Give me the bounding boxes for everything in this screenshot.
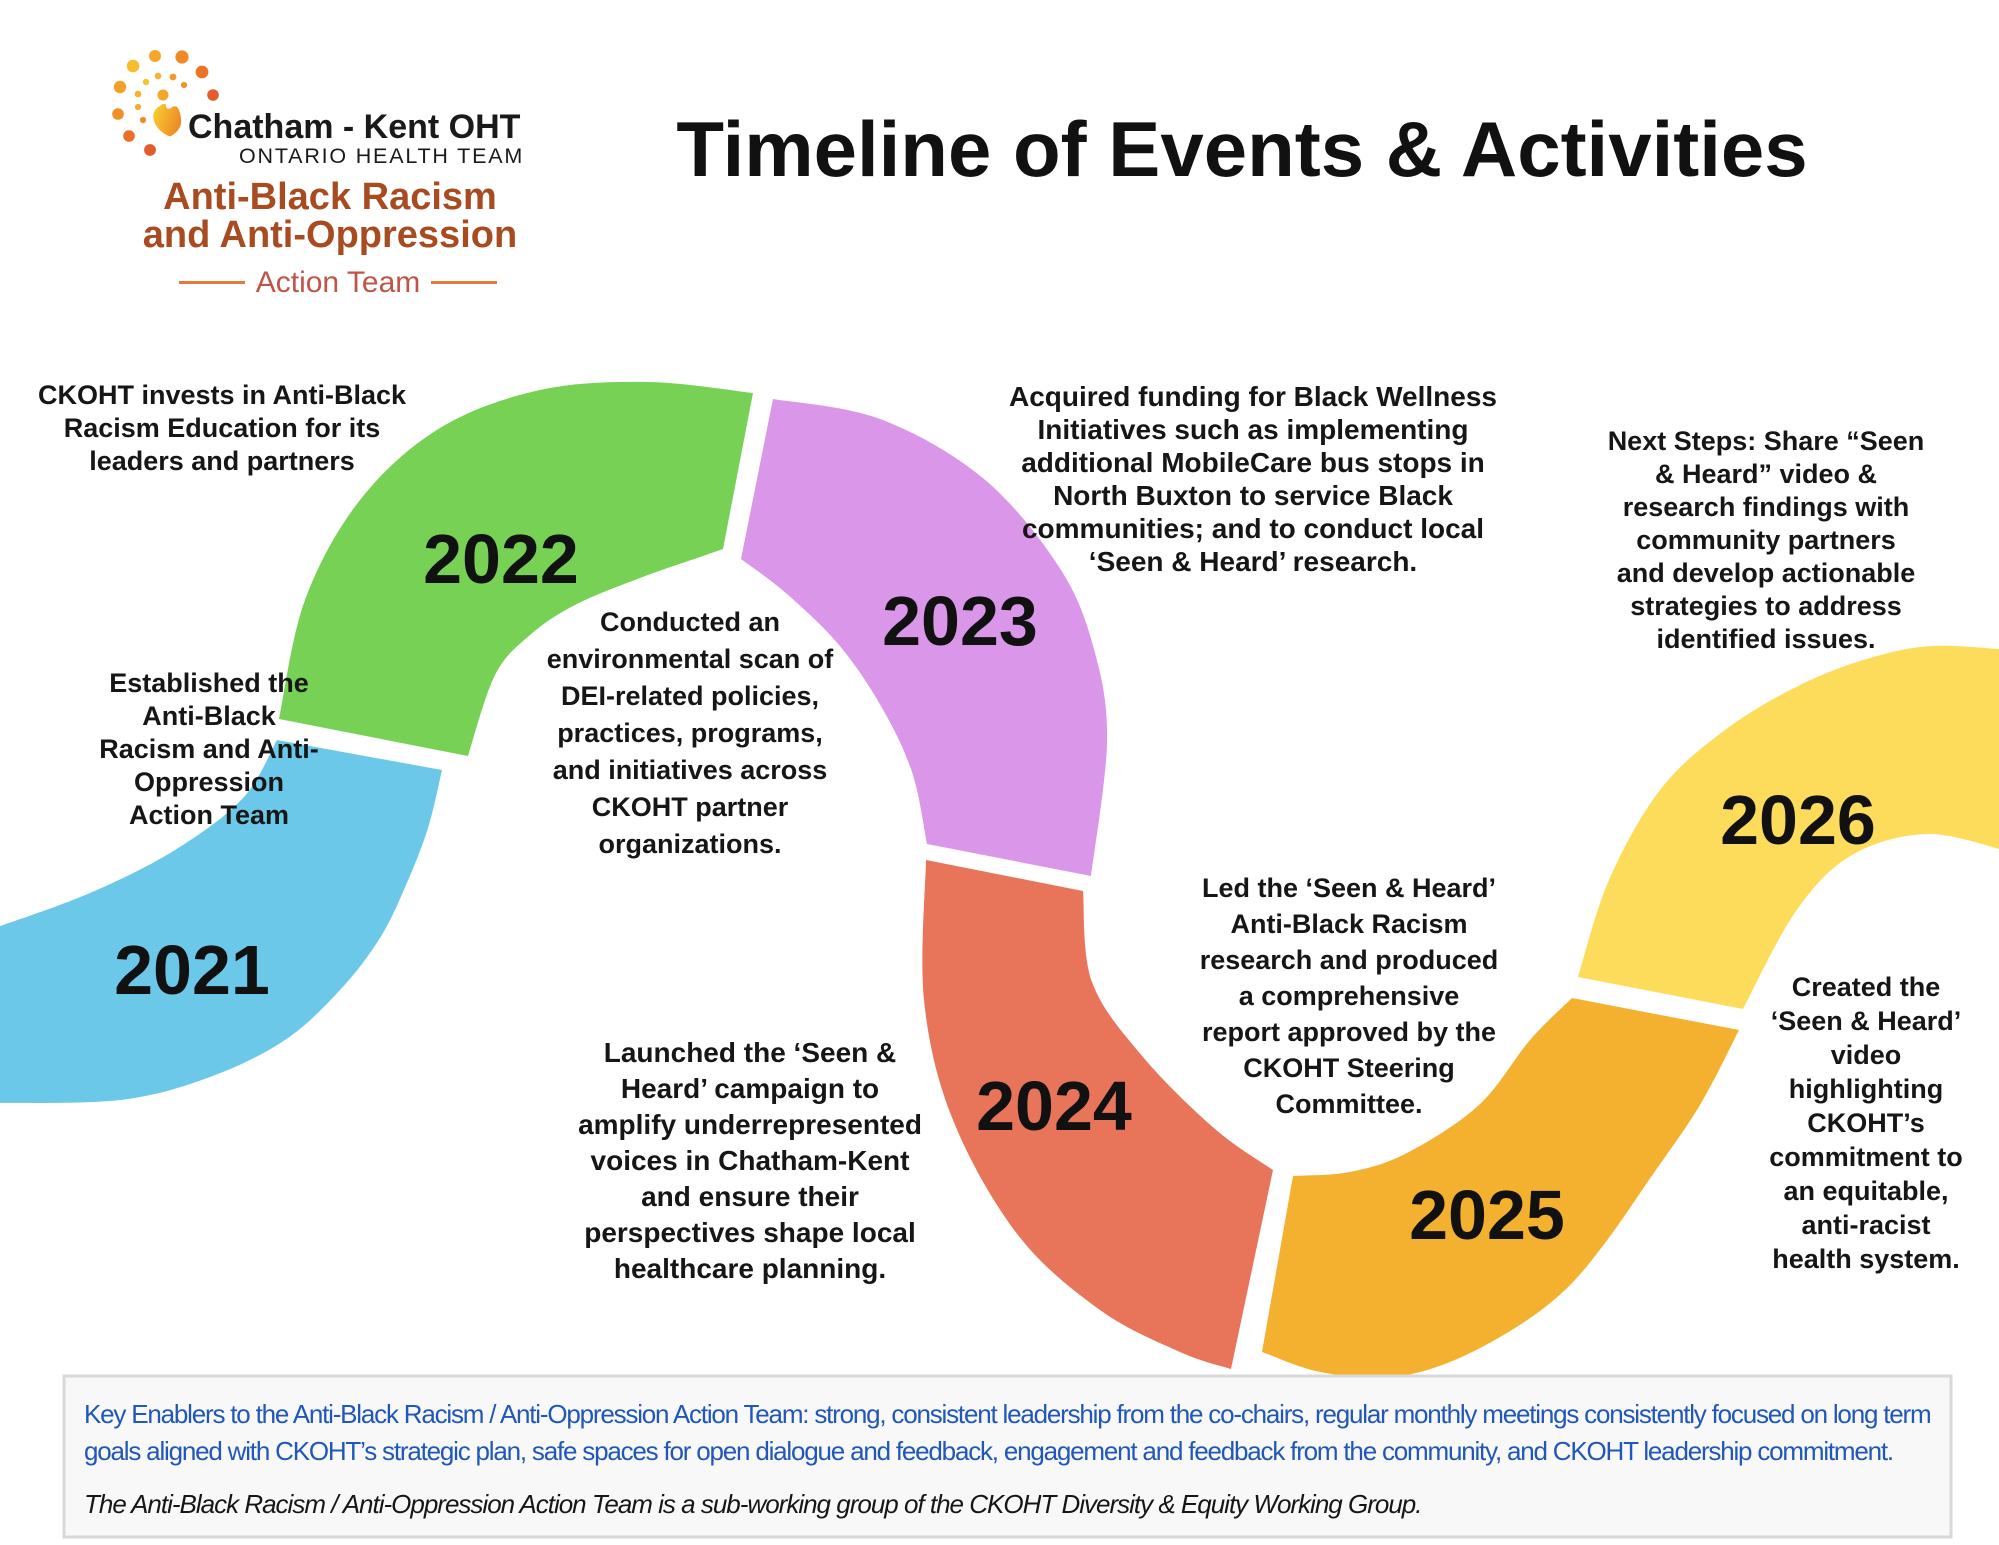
- svg-text:and ensure their: and ensure their: [641, 1181, 859, 1212]
- svg-text:CKOHT’s: CKOHT’s: [1807, 1108, 1925, 1138]
- svg-text:The Anti-Black Racism / Anti-O: The Anti-Black Racism / Anti-Oppression …: [84, 1489, 1421, 1519]
- svg-text:Chatham - Kent OHT: Chatham - Kent OHT: [188, 108, 521, 146]
- svg-text:CKOHT partner: CKOHT partner: [592, 792, 789, 822]
- svg-text:Launched the ‘Seen &: Launched the ‘Seen &: [604, 1037, 897, 1068]
- svg-text:2022: 2022: [423, 520, 579, 598]
- svg-text:perspectives shape local: perspectives shape local: [584, 1217, 916, 1248]
- svg-text:Racism Education for its: Racism Education for its: [64, 413, 381, 443]
- svg-text:Anti-Black Racism: Anti-Black Racism: [163, 176, 497, 218]
- svg-text:Acquired funding for Black Wel: Acquired funding for Black Wellness: [1009, 381, 1497, 412]
- svg-text:anti-racist: anti-racist: [1801, 1210, 1930, 1240]
- svg-text:DEI-related policies,: DEI-related policies,: [561, 681, 819, 711]
- svg-text:2023: 2023: [882, 582, 1038, 660]
- svg-text:research findings with: research findings with: [1623, 492, 1910, 522]
- svg-text:video: video: [1831, 1040, 1902, 1070]
- svg-text:Committee.: Committee.: [1275, 1089, 1422, 1119]
- svg-text:Initiatives such as implementi: Initiatives such as implementing: [1037, 414, 1468, 445]
- svg-text:research and produced: research and produced: [1200, 945, 1499, 975]
- svg-text:Next Steps: Share “Seen: Next Steps: Share “Seen: [1608, 426, 1925, 456]
- svg-text:Key Enablers to the Anti-Black: Key Enablers to the Anti-Black Racism / …: [84, 1399, 1930, 1429]
- svg-text:Timeline of Events & Activitie: Timeline of Events & Activities: [676, 105, 1807, 193]
- svg-text:& Heard” video &: & Heard” video &: [1655, 459, 1877, 489]
- svg-text:CKOHT invests in Anti-Black: CKOHT invests in Anti-Black: [38, 380, 407, 410]
- svg-text:report approved by the: report approved by the: [1202, 1017, 1496, 1047]
- svg-text:Action Team: Action Team: [129, 800, 289, 830]
- svg-text:‘Seen & Heard’: ‘Seen & Heard’: [1771, 1006, 1962, 1036]
- svg-text:healthcare planning.: healthcare planning.: [614, 1253, 886, 1284]
- svg-text:community partners: community partners: [1636, 525, 1896, 555]
- svg-text:practices, programs,: practices, programs,: [557, 718, 823, 748]
- svg-text:identified issues.: identified issues.: [1656, 624, 1875, 654]
- svg-text:and develop actionable: and develop actionable: [1617, 558, 1916, 588]
- svg-text:Anti-Black: Anti-Black: [142, 701, 277, 731]
- svg-text:Created the: Created the: [1792, 972, 1941, 1002]
- svg-text:and Anti-Oppression: and Anti-Oppression: [143, 214, 517, 256]
- svg-text:goals aligned with CKOHT’s str: goals aligned with CKOHT’s strategic pla…: [84, 1436, 1893, 1466]
- svg-text:2026: 2026: [1720, 781, 1876, 859]
- svg-text:Led the ‘Seen & Heard’: Led the ‘Seen & Heard’: [1202, 873, 1496, 903]
- svg-text:2024: 2024: [976, 1067, 1132, 1145]
- svg-text:additional MobileCare bus stop: additional MobileCare bus stops in: [1021, 447, 1485, 478]
- svg-text:communities; and to conduct lo: communities; and to conduct local: [1022, 513, 1484, 544]
- svg-text:Action Team: Action Team: [256, 266, 421, 299]
- svg-text:Conducted an: Conducted an: [600, 607, 780, 637]
- svg-text:strategies to address: strategies to address: [1630, 591, 1902, 621]
- svg-text:voices in Chatham-Kent: voices in Chatham-Kent: [591, 1145, 910, 1176]
- svg-text:and initiatives across: and initiatives across: [553, 755, 828, 785]
- svg-text:2021: 2021: [114, 931, 270, 1009]
- svg-text:Anti-Black Racism: Anti-Black Racism: [1230, 909, 1467, 939]
- svg-text:Heard’ campaign to: Heard’ campaign to: [621, 1073, 879, 1104]
- svg-text:health system.: health system.: [1772, 1244, 1960, 1274]
- svg-text:highlighting: highlighting: [1789, 1074, 1943, 1104]
- svg-text:Oppression: Oppression: [134, 767, 284, 797]
- svg-text:commitment to: commitment to: [1769, 1142, 1963, 1172]
- svg-text:Racism and Anti-: Racism and Anti-: [99, 734, 319, 764]
- svg-text:ONTARIO HEALTH TEAM: ONTARIO HEALTH TEAM: [239, 144, 524, 168]
- svg-text:CKOHT Steering: CKOHT Steering: [1243, 1053, 1455, 1083]
- svg-text:a comprehensive: a comprehensive: [1239, 981, 1460, 1011]
- svg-text:North Buxton to service Black: North Buxton to service Black: [1053, 480, 1453, 511]
- svg-text:‘Seen & Heard’ research.: ‘Seen & Heard’ research.: [1089, 546, 1417, 577]
- svg-text:an equitable,: an equitable,: [1783, 1176, 1948, 1206]
- svg-text:Established the: Established the: [109, 668, 309, 698]
- svg-text:amplify underrepresented: amplify underrepresented: [578, 1109, 922, 1140]
- svg-text:2025: 2025: [1409, 1176, 1565, 1254]
- svg-text:leaders and partners: leaders and partners: [89, 446, 355, 476]
- svg-text:organizations.: organizations.: [598, 829, 781, 859]
- svg-text:environmental scan of: environmental scan of: [547, 644, 835, 674]
